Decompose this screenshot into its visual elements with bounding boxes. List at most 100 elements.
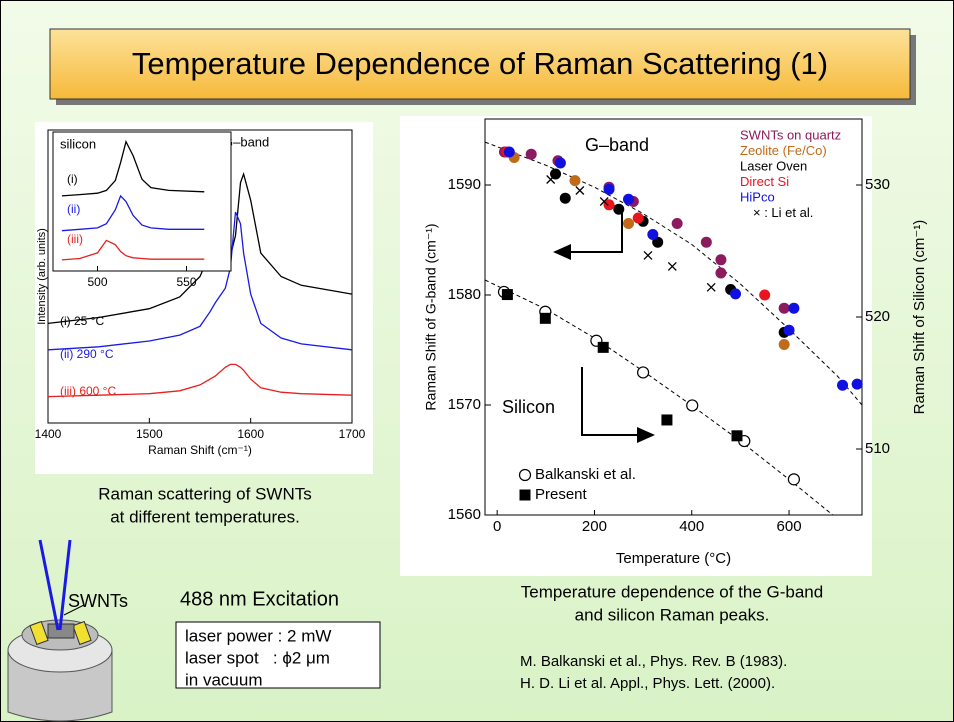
x-tick-label: 1700 [339,427,366,441]
legend-marker [519,489,531,501]
point [546,175,556,184]
point [706,282,716,292]
x-axis-label: Temperature (°C) [616,550,731,567]
point [623,218,635,229]
arrow [581,367,655,443]
y-tick-label: 1590 [448,176,481,193]
point [554,157,566,169]
sample-icon [7,539,113,722]
condition: in vacuum [185,670,262,689]
reference: H. D. Li et al. Appl., Phys. Lett. (2000… [520,675,775,692]
point [715,267,727,279]
legend-label: Balkanski et al. [535,466,636,483]
point [597,341,609,353]
condition: laser spot : ϕ2 μm [185,648,330,667]
point [599,197,609,206]
x-tick-label: 200 [582,518,607,535]
point [501,289,513,301]
point [778,339,790,350]
point [525,148,537,160]
annotation: G–band [585,135,649,155]
point [636,366,650,379]
y-axis-label: Raman Shift of G-band (cm⁻¹) [423,223,439,410]
annotation: Silicon [502,397,555,417]
legend-marker [518,468,532,482]
y2-tick-label: 520 [865,308,890,325]
point [623,193,635,205]
x-tick-label: 550 [176,275,196,289]
point [787,473,800,486]
series-line [484,141,863,406]
point [700,236,712,248]
y2-tick-label: 530 [865,176,890,193]
x-tick-label: 1400 [35,427,62,441]
y-tick-label: 1570 [448,396,481,413]
series-line [61,194,205,232]
point [686,399,699,412]
point [632,212,644,224]
point [715,254,727,266]
x-tick-label: 600 [777,518,802,535]
legend-label: Direct Si [740,174,789,189]
condition: laser power : 2 mW [185,626,331,645]
point [603,199,615,211]
x-axis-label: Raman Shift (cm⁻¹) [148,443,252,457]
point [539,312,551,324]
caption: and silicon Raman peaks. [575,605,770,624]
point [503,146,515,158]
point [837,379,849,391]
caption: Raman scattering of SWNTs [98,484,312,503]
x-tick-label: 500 [87,275,107,289]
caption: at different temperatures. [110,507,300,526]
point [559,192,571,204]
legend-label: Laser Oven [740,158,807,173]
right-panel [400,116,872,576]
annotation: G–band [223,134,269,149]
conditions-box [175,621,381,689]
legend-label: Zeolite (Fe/Co) [740,143,827,158]
legend-label: SWNTs on quartz [740,127,841,142]
plot-frame [47,129,353,424]
annotation: silicon [60,136,96,151]
y2-tick-label: 510 [865,440,890,457]
y2-axis-label: Raman Shift of Silicon (cm⁻¹) [911,220,928,415]
arrow [553,210,623,260]
point [613,203,625,215]
y-tick-label: 1560 [448,506,481,523]
annotation: (iii) [67,232,83,246]
annotation: (i) [67,172,78,186]
point [647,229,659,240]
sample-label: SWNTs [68,591,128,611]
plot-frame [52,131,232,272]
y-axis-label: Intensity (arb. units) [36,228,48,325]
legend-label: Present [535,486,588,503]
annotation: (ii) [67,202,80,216]
point [759,289,771,301]
point [667,261,677,271]
series-line [484,279,834,516]
x-tick-label: 0 [493,518,501,535]
title-box [49,28,911,100]
point [569,175,581,187]
slide-title: Temperature Dependence of Raman Scatteri… [132,46,828,81]
point [575,186,585,195]
point [643,250,653,260]
y-tick-label: 1580 [448,286,481,303]
series-line [61,239,205,261]
point [788,302,800,314]
point [603,183,615,195]
x-tick-label: 400 [679,518,704,535]
series-line [61,139,205,197]
point [661,414,673,426]
point [731,430,743,442]
reference: M. Balkanski et al., Phys. Rev. B (1983)… [520,653,787,670]
x-tick-label: 1500 [136,427,163,441]
point [671,218,683,229]
series-line [47,363,353,398]
x-tick-label: 1600 [237,427,264,441]
point [851,378,863,390]
point [783,324,795,336]
caption: Temperature dependence of the G-band [521,582,823,601]
excitation-title: 488 nm Excitation [180,588,339,610]
